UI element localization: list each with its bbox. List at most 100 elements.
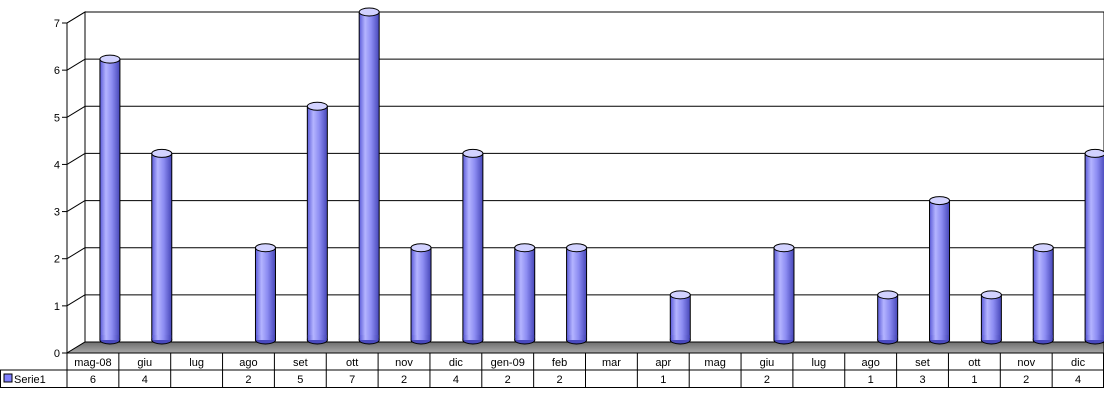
bar bbox=[462, 148, 484, 345]
category-label: set bbox=[915, 357, 930, 369]
data-label: 1 bbox=[660, 374, 666, 386]
category-label: nov bbox=[1017, 357, 1035, 369]
bar-base-mask bbox=[981, 335, 1001, 340]
category-label: ott bbox=[346, 357, 358, 369]
gridline-side bbox=[66, 153, 86, 165]
data-label: 7 bbox=[349, 374, 355, 386]
bar-top bbox=[773, 243, 795, 253]
data-label: 2 bbox=[1023, 374, 1029, 386]
data-label: 4 bbox=[1075, 374, 1081, 386]
category-label: feb bbox=[552, 357, 567, 369]
data-label: 1 bbox=[971, 374, 977, 386]
data-label: 1 bbox=[868, 374, 874, 386]
gridline-side bbox=[66, 105, 86, 118]
category-label: ago bbox=[239, 357, 257, 369]
legend-swatch bbox=[3, 373, 13, 383]
category-label: giu bbox=[137, 357, 152, 369]
bar-body bbox=[566, 247, 588, 341]
bar-base-mask bbox=[1085, 335, 1104, 340]
category-label: lug bbox=[189, 357, 204, 369]
category-label: giu bbox=[760, 357, 775, 369]
bar-base-mask bbox=[463, 335, 483, 340]
bar-base-mask bbox=[567, 335, 587, 340]
gridline-side bbox=[66, 200, 86, 212]
gridline-side bbox=[66, 247, 86, 260]
bar bbox=[877, 290, 899, 345]
bar-base-mask bbox=[152, 335, 172, 340]
bar-base-mask bbox=[411, 335, 431, 340]
bar-base-mask bbox=[515, 335, 535, 340]
bar bbox=[1084, 148, 1104, 345]
gridline-side bbox=[66, 294, 86, 307]
category-label: dic bbox=[1071, 357, 1086, 369]
bar-body bbox=[1084, 152, 1104, 341]
bar bbox=[566, 243, 588, 345]
bar-body bbox=[514, 247, 536, 341]
y-tick-label: 6 bbox=[54, 65, 60, 77]
bar bbox=[358, 7, 380, 345]
bar-base-mask bbox=[1033, 335, 1053, 340]
bar bbox=[254, 243, 276, 345]
bars bbox=[99, 7, 1104, 345]
plot-walls bbox=[66, 11, 1104, 354]
bar-body bbox=[929, 200, 951, 341]
side-wall bbox=[66, 11, 86, 354]
y-tick-label: 5 bbox=[54, 112, 60, 124]
bar-top bbox=[980, 290, 1002, 300]
category-label: mag-08 bbox=[74, 357, 111, 369]
bar-top bbox=[1032, 243, 1054, 253]
category-label: ago bbox=[861, 357, 879, 369]
data-label: 4 bbox=[453, 374, 459, 386]
y-tick-label: 1 bbox=[54, 301, 60, 313]
bar-top bbox=[254, 243, 276, 253]
category-label: set bbox=[293, 357, 308, 369]
bar bbox=[306, 101, 328, 345]
bar-body bbox=[254, 247, 276, 341]
legend-label: Serie1 bbox=[14, 374, 46, 386]
data-label: 2 bbox=[245, 374, 251, 386]
category-label: lug bbox=[811, 357, 826, 369]
gridline-side bbox=[66, 58, 86, 71]
bar bbox=[773, 243, 795, 345]
y-tick-label: 7 bbox=[54, 18, 60, 30]
data-label: 2 bbox=[557, 374, 563, 386]
category-label: gen-09 bbox=[491, 357, 525, 369]
bar-top bbox=[151, 148, 173, 158]
plot-floor bbox=[65, 341, 1104, 354]
bar bbox=[929, 196, 951, 345]
bar-body bbox=[773, 247, 795, 341]
bar-top bbox=[358, 7, 380, 17]
data-label: 4 bbox=[142, 374, 148, 386]
bar-top bbox=[669, 290, 691, 300]
bar-body bbox=[358, 11, 380, 341]
y-tick-label: 3 bbox=[54, 207, 60, 219]
bar-body bbox=[99, 58, 121, 341]
bar-body bbox=[877, 294, 899, 341]
category-label: ott bbox=[968, 357, 980, 369]
bar-base-mask bbox=[255, 335, 275, 340]
bar-body bbox=[1032, 247, 1054, 341]
data-label: 3 bbox=[919, 374, 925, 386]
bar bbox=[410, 243, 432, 345]
y-tick-label: 2 bbox=[54, 254, 60, 266]
bar-body bbox=[462, 152, 484, 341]
bar-top bbox=[462, 148, 484, 158]
category-label: dic bbox=[449, 357, 464, 369]
bar-top bbox=[877, 290, 899, 300]
bar-base-mask bbox=[774, 335, 794, 340]
data-table: mag-08 6 giu 4 lug ago 2 set 5 ott 7 nov 2 dic 4 gen-09… bbox=[0, 352, 1104, 388]
bar bbox=[151, 148, 173, 345]
bar-body bbox=[980, 294, 1002, 341]
bar bbox=[1032, 243, 1054, 345]
category-label: nov bbox=[395, 357, 413, 369]
bar-base-mask bbox=[930, 335, 950, 340]
bar-top bbox=[1084, 148, 1104, 158]
category-label: mar bbox=[602, 357, 621, 369]
bar-body bbox=[306, 105, 328, 341]
bar-top bbox=[99, 54, 121, 64]
data-label: 6 bbox=[90, 374, 96, 386]
bar bbox=[980, 290, 1002, 345]
floor bbox=[65, 341, 1104, 354]
y-axis: 0 1 2 3 4 5 6 7 bbox=[54, 18, 68, 360]
